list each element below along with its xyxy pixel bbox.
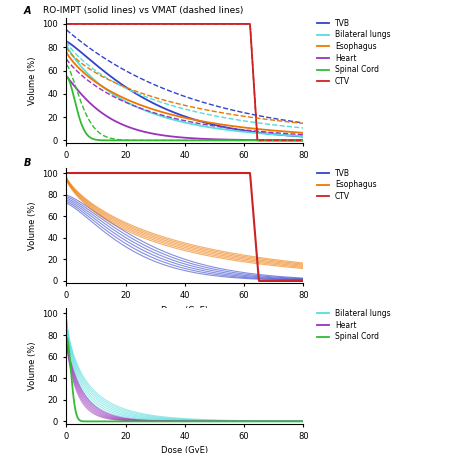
- Text: A: A: [24, 5, 31, 16]
- Text: RO-IMPT (solid lines) vs VMAT (dashed lines): RO-IMPT (solid lines) vs VMAT (dashed li…: [43, 5, 243, 14]
- Legend: Bilateral lungs, Heart, Spinal Cord: Bilateral lungs, Heart, Spinal Cord: [314, 306, 393, 345]
- Legend: TVB, Bilateral lungs, Esophagus, Heart, Spinal Cord, CTV: TVB, Bilateral lungs, Esophagus, Heart, …: [314, 16, 393, 89]
- X-axis label: Dose (GyE): Dose (GyE): [161, 306, 209, 315]
- Y-axis label: Volume (%): Volume (%): [27, 342, 36, 390]
- X-axis label: Dose (GyE): Dose (GyE): [161, 447, 209, 453]
- Legend: TVB, Esophagus, CTV: TVB, Esophagus, CTV: [314, 166, 380, 204]
- Y-axis label: Volume (%): Volume (%): [27, 201, 36, 250]
- Y-axis label: Volume (%): Volume (%): [27, 56, 36, 105]
- Text: B: B: [24, 159, 31, 169]
